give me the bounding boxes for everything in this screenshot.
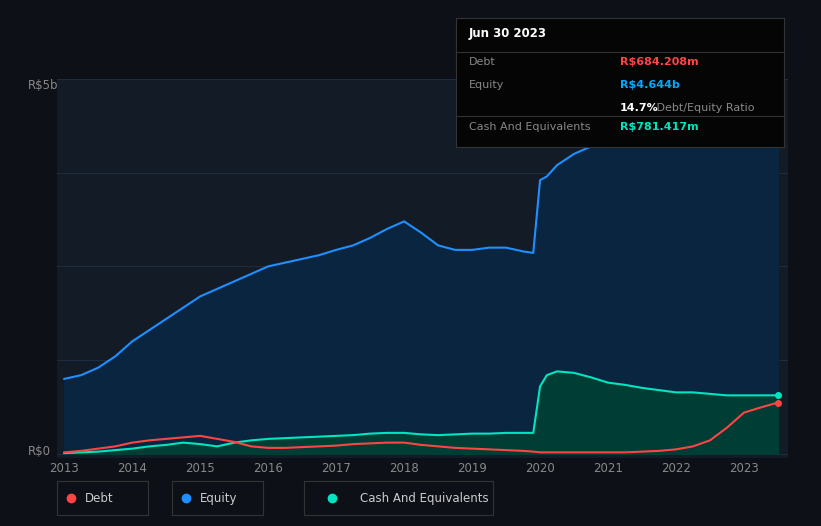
Text: 14.7%: 14.7% (620, 104, 658, 114)
Text: R$684.208m: R$684.208m (620, 57, 699, 67)
Text: Cash And Equivalents: Cash And Equivalents (469, 122, 590, 132)
Text: Cash And Equivalents: Cash And Equivalents (360, 492, 489, 505)
Text: R$0: R$0 (28, 444, 51, 458)
Text: Jun 30 2023: Jun 30 2023 (469, 27, 547, 41)
Text: R$781.417m: R$781.417m (620, 122, 699, 132)
Text: R$4.644b: R$4.644b (620, 80, 680, 90)
Text: Debt: Debt (469, 57, 496, 67)
Text: Debt/Equity Ratio: Debt/Equity Ratio (653, 104, 754, 114)
Text: Debt: Debt (85, 492, 113, 505)
Text: Equity: Equity (469, 80, 504, 90)
Text: Equity: Equity (200, 492, 237, 505)
Text: R$5b: R$5b (28, 79, 59, 92)
